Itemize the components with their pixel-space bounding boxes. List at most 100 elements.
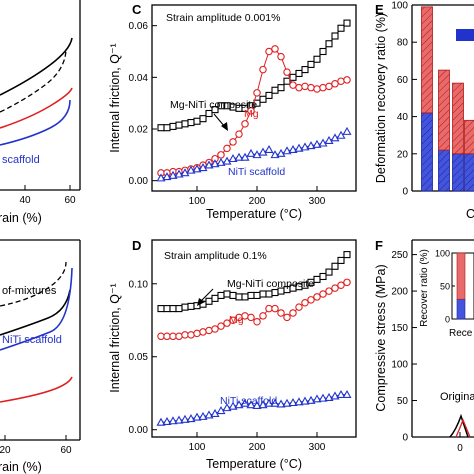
panel-e-legend-swatch bbox=[456, 29, 474, 41]
panel-g-partial: 20 60 rain (%) of-mixtures NiTi scaffold bbox=[0, 239, 81, 474]
xlabel-b-fragment: rain (%) bbox=[0, 211, 42, 225]
panel-e-bar-blue bbox=[438, 149, 450, 192]
panel-d-data-point bbox=[331, 284, 339, 292]
panel-c-data-point bbox=[247, 107, 255, 115]
panel-d-arrow-shaft bbox=[199, 288, 214, 303]
panel-d-label-mg: Mg bbox=[229, 314, 244, 326]
panel-f-inset-bar-red bbox=[456, 252, 466, 300]
panel-d-annotation: Strain amplitude 0.1% bbox=[164, 250, 267, 262]
panel-c-data-point bbox=[229, 138, 237, 146]
panel-d-data-point bbox=[222, 403, 232, 412]
xtick-g-60: 60 bbox=[60, 445, 72, 456]
panel-d-data-point bbox=[247, 313, 255, 322]
panel-d-data-point bbox=[319, 290, 327, 298]
panel-c-data-point bbox=[253, 89, 261, 97]
panel-d-data-point bbox=[228, 401, 238, 410]
curve-b-dashed bbox=[0, 49, 67, 113]
panel-c-data-point bbox=[330, 133, 340, 142]
panel-d-xlabel: Temperature (°C) bbox=[206, 457, 302, 471]
panel-e-ytick-label: 80 bbox=[397, 38, 409, 49]
legend-g-fragment: of-mixtures bbox=[2, 285, 57, 297]
panel-d-data-point bbox=[313, 275, 321, 283]
panel-d-data-point bbox=[180, 414, 190, 423]
panel-c-data-point bbox=[312, 139, 322, 148]
panel-c-xtick-label: 100 bbox=[189, 196, 206, 207]
panel-d-internal-friction-high-strain: D Strain amplitude 0.1% 0.00 0.05 0.10 100 2… bbox=[108, 238, 357, 471]
panel-c-data-point bbox=[265, 91, 273, 99]
panel-c-data-point bbox=[168, 170, 178, 179]
panel-f-curve-black bbox=[449, 413, 469, 438]
panel-d-data-point bbox=[277, 309, 285, 317]
panel-c-data-point bbox=[169, 122, 177, 130]
panel-d-ytick-label: 0.00 bbox=[129, 425, 149, 436]
panel-d-data-point bbox=[181, 303, 189, 311]
panel-c-data-point bbox=[301, 82, 309, 91]
panel-c-data-point bbox=[343, 76, 351, 84]
panel-d-data-point bbox=[211, 325, 219, 333]
panel-c-data-point bbox=[210, 159, 220, 168]
panel-f-ytick-label: 150 bbox=[391, 323, 408, 334]
panel-e-ytick-label: 40 bbox=[397, 112, 409, 123]
panel-b-partial: 40 60 rain (%) scaffold bbox=[0, 0, 81, 225]
panel-c-data-point bbox=[319, 47, 327, 56]
panel-c-data-point bbox=[331, 80, 339, 88]
panel-e-ylabel: Deformation recovery ratio (%) bbox=[374, 13, 388, 183]
panel-c-ytick-label: 0.04 bbox=[129, 73, 149, 84]
panel-d-data-point bbox=[169, 305, 177, 313]
panel-d-data-point bbox=[187, 331, 195, 339]
panel-d-data-point bbox=[301, 298, 309, 307]
panel-f-compressive-stress: F 0 50 100 150 200 250 Compressive stress (MP… bbox=[374, 238, 474, 454]
panel-d-label-niti: NiTi scaffold bbox=[220, 395, 277, 407]
panel-c-data-point bbox=[331, 32, 339, 40]
panel-c-data-point bbox=[198, 163, 208, 172]
panel-c-marks bbox=[156, 19, 352, 182]
panel-c-data-point bbox=[193, 117, 201, 125]
panel-c-data-point bbox=[325, 82, 333, 91]
panel-f-inset-xlabel: Rece bbox=[449, 328, 473, 339]
panel-c-label-niti: NiTi scaffold bbox=[228, 166, 285, 178]
panel-d-data-point bbox=[343, 251, 351, 259]
panel-c-data-point bbox=[307, 60, 315, 68]
panel-e-bar-red bbox=[464, 119, 474, 155]
panel-c-data-point bbox=[223, 144, 231, 153]
panel-d-data-point bbox=[306, 395, 316, 404]
panel-d-data-point bbox=[300, 396, 310, 405]
panel-d-data-point bbox=[193, 329, 201, 338]
panel-d-data-point bbox=[337, 256, 345, 264]
panel-d-data-point bbox=[319, 272, 327, 281]
panel-d-data-point bbox=[240, 398, 250, 407]
panel-c-xlabel: Temperature (°C) bbox=[206, 207, 302, 221]
panel-d-data-point bbox=[175, 305, 183, 313]
xlabel-g-fragment: rain (%) bbox=[0, 460, 42, 474]
panel-c-data-point bbox=[186, 165, 196, 174]
panel-f-ytick-label: 50 bbox=[397, 396, 409, 407]
panel-c-ylabel: Internal friction, Q⁻¹ bbox=[108, 43, 122, 152]
panel-f-ticks: 0 50 100 150 200 250 bbox=[391, 250, 417, 444]
panel-d-data-point bbox=[325, 268, 333, 276]
panel-d-data-point bbox=[217, 322, 225, 330]
panel-c-xtick-label: 300 bbox=[309, 196, 326, 207]
panel-c-data-point bbox=[192, 164, 202, 173]
panel-d-xtick-label: 100 bbox=[189, 442, 206, 453]
curve-g-black bbox=[0, 289, 71, 336]
xtick-g-0: 20 bbox=[0, 445, 11, 456]
panel-d-data-point bbox=[318, 393, 328, 402]
panel-d-marks bbox=[156, 251, 352, 426]
label-g-niti: NiTi scaffold bbox=[2, 334, 62, 346]
panel-c-data-point bbox=[288, 144, 298, 154]
panel-d-letter: D bbox=[132, 238, 141, 253]
panel-d-data-point bbox=[283, 313, 291, 322]
panel-d-data-point bbox=[235, 293, 243, 301]
panel-c-label-composite: Mg-NiTi composite bbox=[170, 99, 257, 111]
panel-c-ytick-label: 0.00 bbox=[129, 176, 149, 187]
xtick-b-60: 60 bbox=[64, 195, 76, 206]
panel-f-inset-ytick-label: 100 bbox=[435, 249, 450, 259]
panel-c-data-point bbox=[205, 109, 213, 118]
panel-e-bars bbox=[421, 6, 474, 192]
panel-d-data-point bbox=[163, 305, 171, 313]
panel-c-letter: C bbox=[132, 2, 142, 17]
panel-c-data-point bbox=[264, 144, 274, 154]
panel-d-data-point bbox=[210, 408, 220, 418]
panel-c-data-point bbox=[300, 142, 310, 151]
panel-d-data-point bbox=[276, 399, 286, 408]
